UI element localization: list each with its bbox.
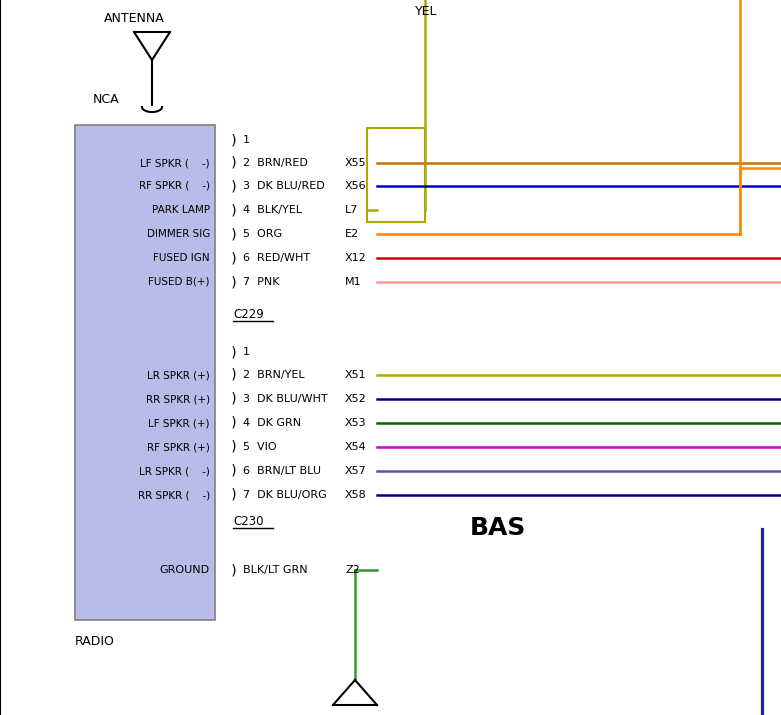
Text: ): ) — [230, 440, 238, 454]
Text: RF SPKR (+): RF SPKR (+) — [147, 442, 210, 452]
Text: ): ) — [230, 133, 238, 147]
Text: ): ) — [230, 179, 238, 193]
Text: X51: X51 — [345, 370, 366, 380]
Text: ): ) — [230, 368, 238, 382]
Text: LF SPKR (+): LF SPKR (+) — [148, 418, 210, 428]
Text: BAS: BAS — [470, 516, 526, 540]
Text: ): ) — [230, 488, 238, 502]
Text: PARK LAMP: PARK LAMP — [152, 205, 210, 215]
Text: FUSED IGN: FUSED IGN — [153, 253, 210, 263]
Text: 1: 1 — [243, 347, 250, 357]
Text: LR SPKR (+): LR SPKR (+) — [148, 370, 210, 380]
Text: X53: X53 — [345, 418, 366, 428]
Text: M1: M1 — [345, 277, 362, 287]
Text: X56: X56 — [345, 181, 366, 191]
Text: ): ) — [230, 156, 238, 170]
Text: Z2: Z2 — [345, 565, 360, 575]
Text: C230: C230 — [233, 515, 263, 528]
Text: RR SPKR (    -): RR SPKR ( -) — [137, 490, 210, 500]
Text: 7  DK BLU/ORG: 7 DK BLU/ORG — [243, 490, 326, 500]
Text: LR SPKR (    -): LR SPKR ( -) — [139, 466, 210, 476]
Text: FUSED B(+): FUSED B(+) — [148, 277, 210, 287]
Text: ): ) — [230, 416, 238, 430]
Text: X55: X55 — [345, 158, 366, 168]
Text: ANTENNA: ANTENNA — [104, 12, 165, 25]
Text: YEL: YEL — [415, 5, 437, 18]
Text: 3  DK BLU/WHT: 3 DK BLU/WHT — [243, 394, 327, 404]
Text: RADIO: RADIO — [75, 635, 115, 648]
Text: L7: L7 — [345, 205, 358, 215]
Text: X12: X12 — [345, 253, 367, 263]
Bar — [367, 128, 425, 222]
Text: X57: X57 — [345, 466, 367, 476]
Text: ): ) — [230, 392, 238, 406]
Text: ): ) — [230, 563, 238, 577]
Text: C229: C229 — [233, 308, 264, 321]
Text: X54: X54 — [345, 442, 367, 452]
Text: 2  BRN/RED: 2 BRN/RED — [243, 158, 308, 168]
Text: ): ) — [230, 275, 238, 289]
Text: NCA: NCA — [93, 93, 119, 106]
Text: 4  DK GRN: 4 DK GRN — [243, 418, 301, 428]
Text: X58: X58 — [345, 490, 367, 500]
Text: 6  RED/WHT: 6 RED/WHT — [243, 253, 310, 263]
Text: RF SPKR (    -): RF SPKR ( -) — [139, 181, 210, 191]
Text: 5  VIO: 5 VIO — [243, 442, 276, 452]
Text: ): ) — [230, 251, 238, 265]
Bar — [75, 125, 215, 620]
Text: 1: 1 — [243, 135, 250, 145]
Text: LF SPKR (    -): LF SPKR ( -) — [141, 158, 210, 168]
Text: E2: E2 — [345, 229, 359, 239]
Text: ): ) — [230, 203, 238, 217]
Text: ): ) — [230, 227, 238, 241]
Text: DIMMER SIG: DIMMER SIG — [147, 229, 210, 239]
Text: ): ) — [230, 464, 238, 478]
Text: GROUND: GROUND — [160, 565, 210, 575]
Text: 3  DK BLU/RED: 3 DK BLU/RED — [243, 181, 325, 191]
Text: 4  BLK/YEL: 4 BLK/YEL — [243, 205, 302, 215]
Text: 7  PNK: 7 PNK — [243, 277, 280, 287]
Text: BLK/LT GRN: BLK/LT GRN — [243, 565, 308, 575]
Text: 2  BRN/YEL: 2 BRN/YEL — [243, 370, 305, 380]
Text: 6  BRN/LT BLU: 6 BRN/LT BLU — [243, 466, 321, 476]
Text: 5  ORG: 5 ORG — [243, 229, 282, 239]
Text: RR SPKR (+): RR SPKR (+) — [146, 394, 210, 404]
Text: ): ) — [230, 345, 238, 359]
Text: X52: X52 — [345, 394, 367, 404]
